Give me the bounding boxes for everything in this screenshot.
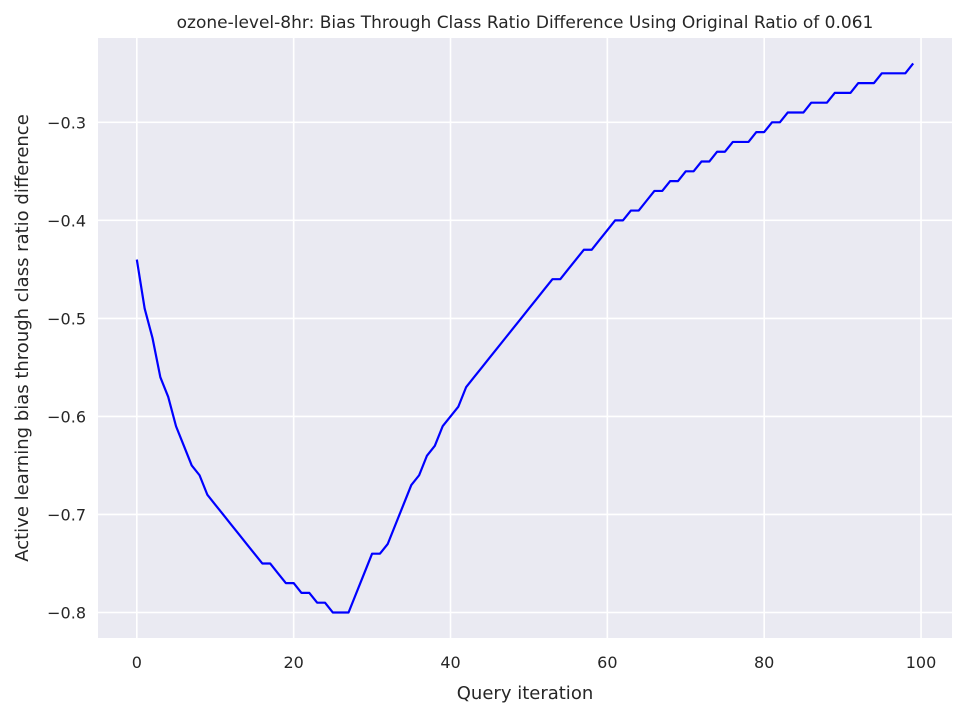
chart-title: ozone-level-8hr: Bias Through Class Rati… [177,13,874,33]
x-tick-label: 40 [440,653,460,672]
x-axis-label: Query iteration [457,683,593,704]
y-tick-label: −0.7 [47,505,86,524]
x-tick-label: 20 [283,653,303,672]
y-tick-label: −0.4 [47,211,86,230]
y-tick-label: −0.3 [47,113,86,132]
y-axis-ticks: −0.8 −0.7 −0.6 −0.5 −0.4 −0.3 [47,113,86,622]
x-tick-label: 100 [906,653,937,672]
y-tick-label: −0.5 [47,309,86,328]
grid-lines [98,38,952,638]
x-tick-label: 80 [754,653,774,672]
x-axis-ticks: 0 20 40 60 80 100 [132,653,937,672]
x-tick-label: 60 [597,653,617,672]
x-tick-label: 0 [132,653,142,672]
y-tick-label: −0.6 [47,407,86,426]
series-layer [135,62,915,614]
y-axis-label: Active learning bias through class ratio… [12,114,33,562]
plot-area [98,38,952,638]
series-line-bias [135,62,915,614]
y-tick-label: −0.8 [47,604,86,623]
